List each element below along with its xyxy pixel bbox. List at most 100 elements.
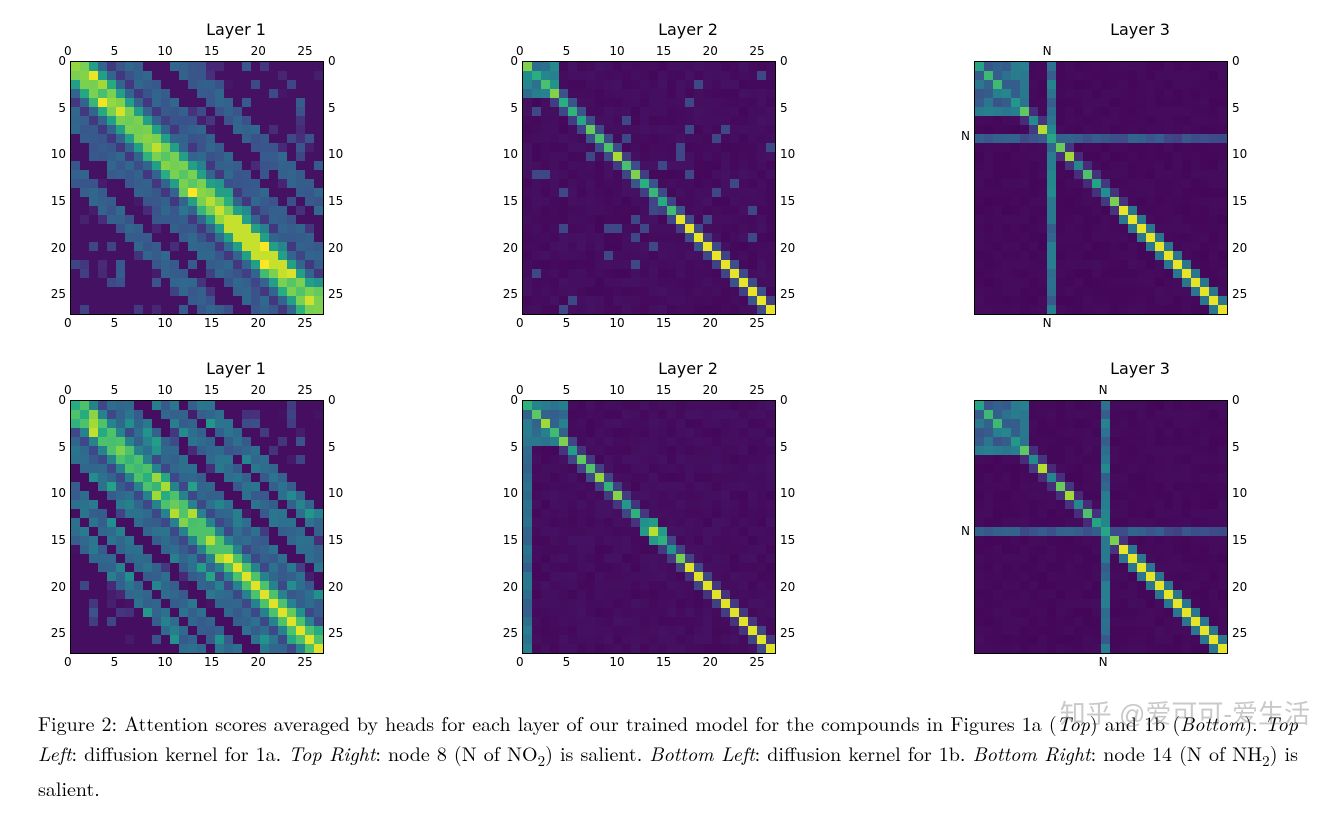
axis-tick: 0 xyxy=(516,656,524,668)
axis-tick: 20 xyxy=(328,581,343,593)
axis-tick: N xyxy=(1099,656,1108,668)
axis-tick: 0 xyxy=(328,55,336,67)
caption-text: Attention scores averaged by heads for e… xyxy=(124,708,1056,737)
axis-tick: 0 xyxy=(64,317,72,329)
heatmap-wrap: 0510152025051015202505101520250510152025 xyxy=(482,41,894,339)
caption-text: 2 xyxy=(538,750,546,771)
panel-title: Layer 3 xyxy=(934,20,1336,39)
caption-text: : diffusion kernel for 1b. xyxy=(755,738,973,767)
axis-tick: 20 xyxy=(251,45,266,57)
axis-tick: N xyxy=(952,525,970,537)
axis-tick: 25 xyxy=(297,384,312,396)
axis-tick: 10 xyxy=(500,148,518,160)
heatmap-panel: Layer 2051015202505101520250510152025051… xyxy=(482,20,894,339)
axis-tick: 15 xyxy=(780,534,795,546)
axis-tick: 5 xyxy=(1232,441,1240,453)
axis-tick: 5 xyxy=(563,656,571,668)
axis-tick: 20 xyxy=(48,242,66,254)
panel-title: Layer 2 xyxy=(482,20,894,39)
axis-tick: 25 xyxy=(328,627,343,639)
axis-tick: 10 xyxy=(328,487,343,499)
axis-tick: 0 xyxy=(1232,55,1240,67)
axis-tick: 10 xyxy=(500,487,518,499)
axis-tick: 0 xyxy=(328,394,336,406)
axis-tick: 25 xyxy=(780,288,795,300)
axis-tick: 5 xyxy=(328,102,336,114)
heatmap-wrap: NNN0510152025 xyxy=(934,380,1336,678)
caption-text: Bottom xyxy=(1180,708,1244,737)
axis-tick: 0 xyxy=(500,394,518,406)
caption-text: : node 14 (N of NH xyxy=(1091,738,1263,767)
axis-tick: 20 xyxy=(703,317,718,329)
caption-text: Top Right xyxy=(288,738,375,767)
axis-tick: 10 xyxy=(609,317,624,329)
axis-tick: 10 xyxy=(48,148,66,160)
heatmap-canvas xyxy=(522,61,776,315)
axis-tick: 5 xyxy=(563,45,571,57)
axis-tick: 15 xyxy=(48,534,66,546)
heatmap-panel: Layer 3NNN0510152025 xyxy=(934,20,1336,339)
heatmap-panel: Layer 3NNN0510152025 xyxy=(934,359,1336,678)
axis-tick: 25 xyxy=(500,288,518,300)
axis-tick: 10 xyxy=(609,45,624,57)
axis-tick: 5 xyxy=(500,102,518,114)
axis-tick: 20 xyxy=(780,242,795,254)
axis-tick: 20 xyxy=(48,581,66,593)
axis-tick: 10 xyxy=(157,45,172,57)
heatmap-wrap: 0510152025051015202505101520250510152025 xyxy=(482,380,894,678)
caption-label: Figure 2: xyxy=(38,708,124,737)
caption-text: 2 xyxy=(1262,750,1270,771)
axis-tick: 10 xyxy=(780,148,795,160)
caption-text: ) is salient. xyxy=(545,738,649,767)
axis-tick: 0 xyxy=(48,394,66,406)
axis-tick: 15 xyxy=(780,195,795,207)
axis-tick: 20 xyxy=(500,581,518,593)
caption-text: : node 8 (N of NO xyxy=(375,738,537,767)
axis-tick: 10 xyxy=(328,148,343,160)
caption-text: Bottom Left xyxy=(649,738,754,767)
axis-tick: 5 xyxy=(111,384,119,396)
axis-tick: 20 xyxy=(703,45,718,57)
axis-tick: 20 xyxy=(251,317,266,329)
axis-tick: 15 xyxy=(656,656,671,668)
axis-tick: 0 xyxy=(1232,394,1240,406)
axis-tick: 5 xyxy=(111,45,119,57)
axis-tick: 25 xyxy=(749,656,764,668)
axis-tick: 20 xyxy=(703,384,718,396)
axis-tick: 10 xyxy=(1232,148,1247,160)
axis-tick: 20 xyxy=(251,384,266,396)
axis-tick: 10 xyxy=(1232,487,1247,499)
axis-tick: 5 xyxy=(1232,102,1240,114)
axis-tick: 25 xyxy=(500,627,518,639)
heatmap-wrap: 0510152025051015202505101520250510152025 xyxy=(30,380,442,678)
axis-tick: 25 xyxy=(48,627,66,639)
heatmap-panel: Layer 1051015202505101520250510152025051… xyxy=(30,359,442,678)
heatmap-panel: Layer 2051015202505101520250510152025051… xyxy=(482,359,894,678)
axis-tick: N xyxy=(1099,384,1108,396)
axis-tick: 25 xyxy=(48,288,66,300)
panel-title: Layer 1 xyxy=(30,359,442,378)
heatmap-panel: Layer 1051015202505101520250510152025051… xyxy=(30,20,442,339)
axis-tick: 20 xyxy=(328,242,343,254)
axis-tick: 25 xyxy=(1232,288,1247,300)
axis-tick: 20 xyxy=(703,656,718,668)
axis-tick: 25 xyxy=(749,317,764,329)
heatmap-canvas xyxy=(70,400,324,654)
axis-tick: 15 xyxy=(1232,534,1247,546)
axis-tick: 25 xyxy=(1232,627,1247,639)
axis-tick: 10 xyxy=(609,656,624,668)
axis-tick: 0 xyxy=(48,55,66,67)
panel-title: Layer 1 xyxy=(30,20,442,39)
axis-tick: 15 xyxy=(204,656,219,668)
axis-tick: 5 xyxy=(780,441,788,453)
caption-text: Bottom Right xyxy=(973,738,1091,767)
axis-tick: 15 xyxy=(48,195,66,207)
axis-tick: 15 xyxy=(328,534,343,546)
axis-tick: 15 xyxy=(656,45,671,57)
axis-tick: 20 xyxy=(780,581,795,593)
axis-tick: 25 xyxy=(749,384,764,396)
axis-tick: 15 xyxy=(328,195,343,207)
axis-tick: 15 xyxy=(204,384,219,396)
axis-tick: 15 xyxy=(500,534,518,546)
heatmap-canvas xyxy=(974,61,1228,315)
